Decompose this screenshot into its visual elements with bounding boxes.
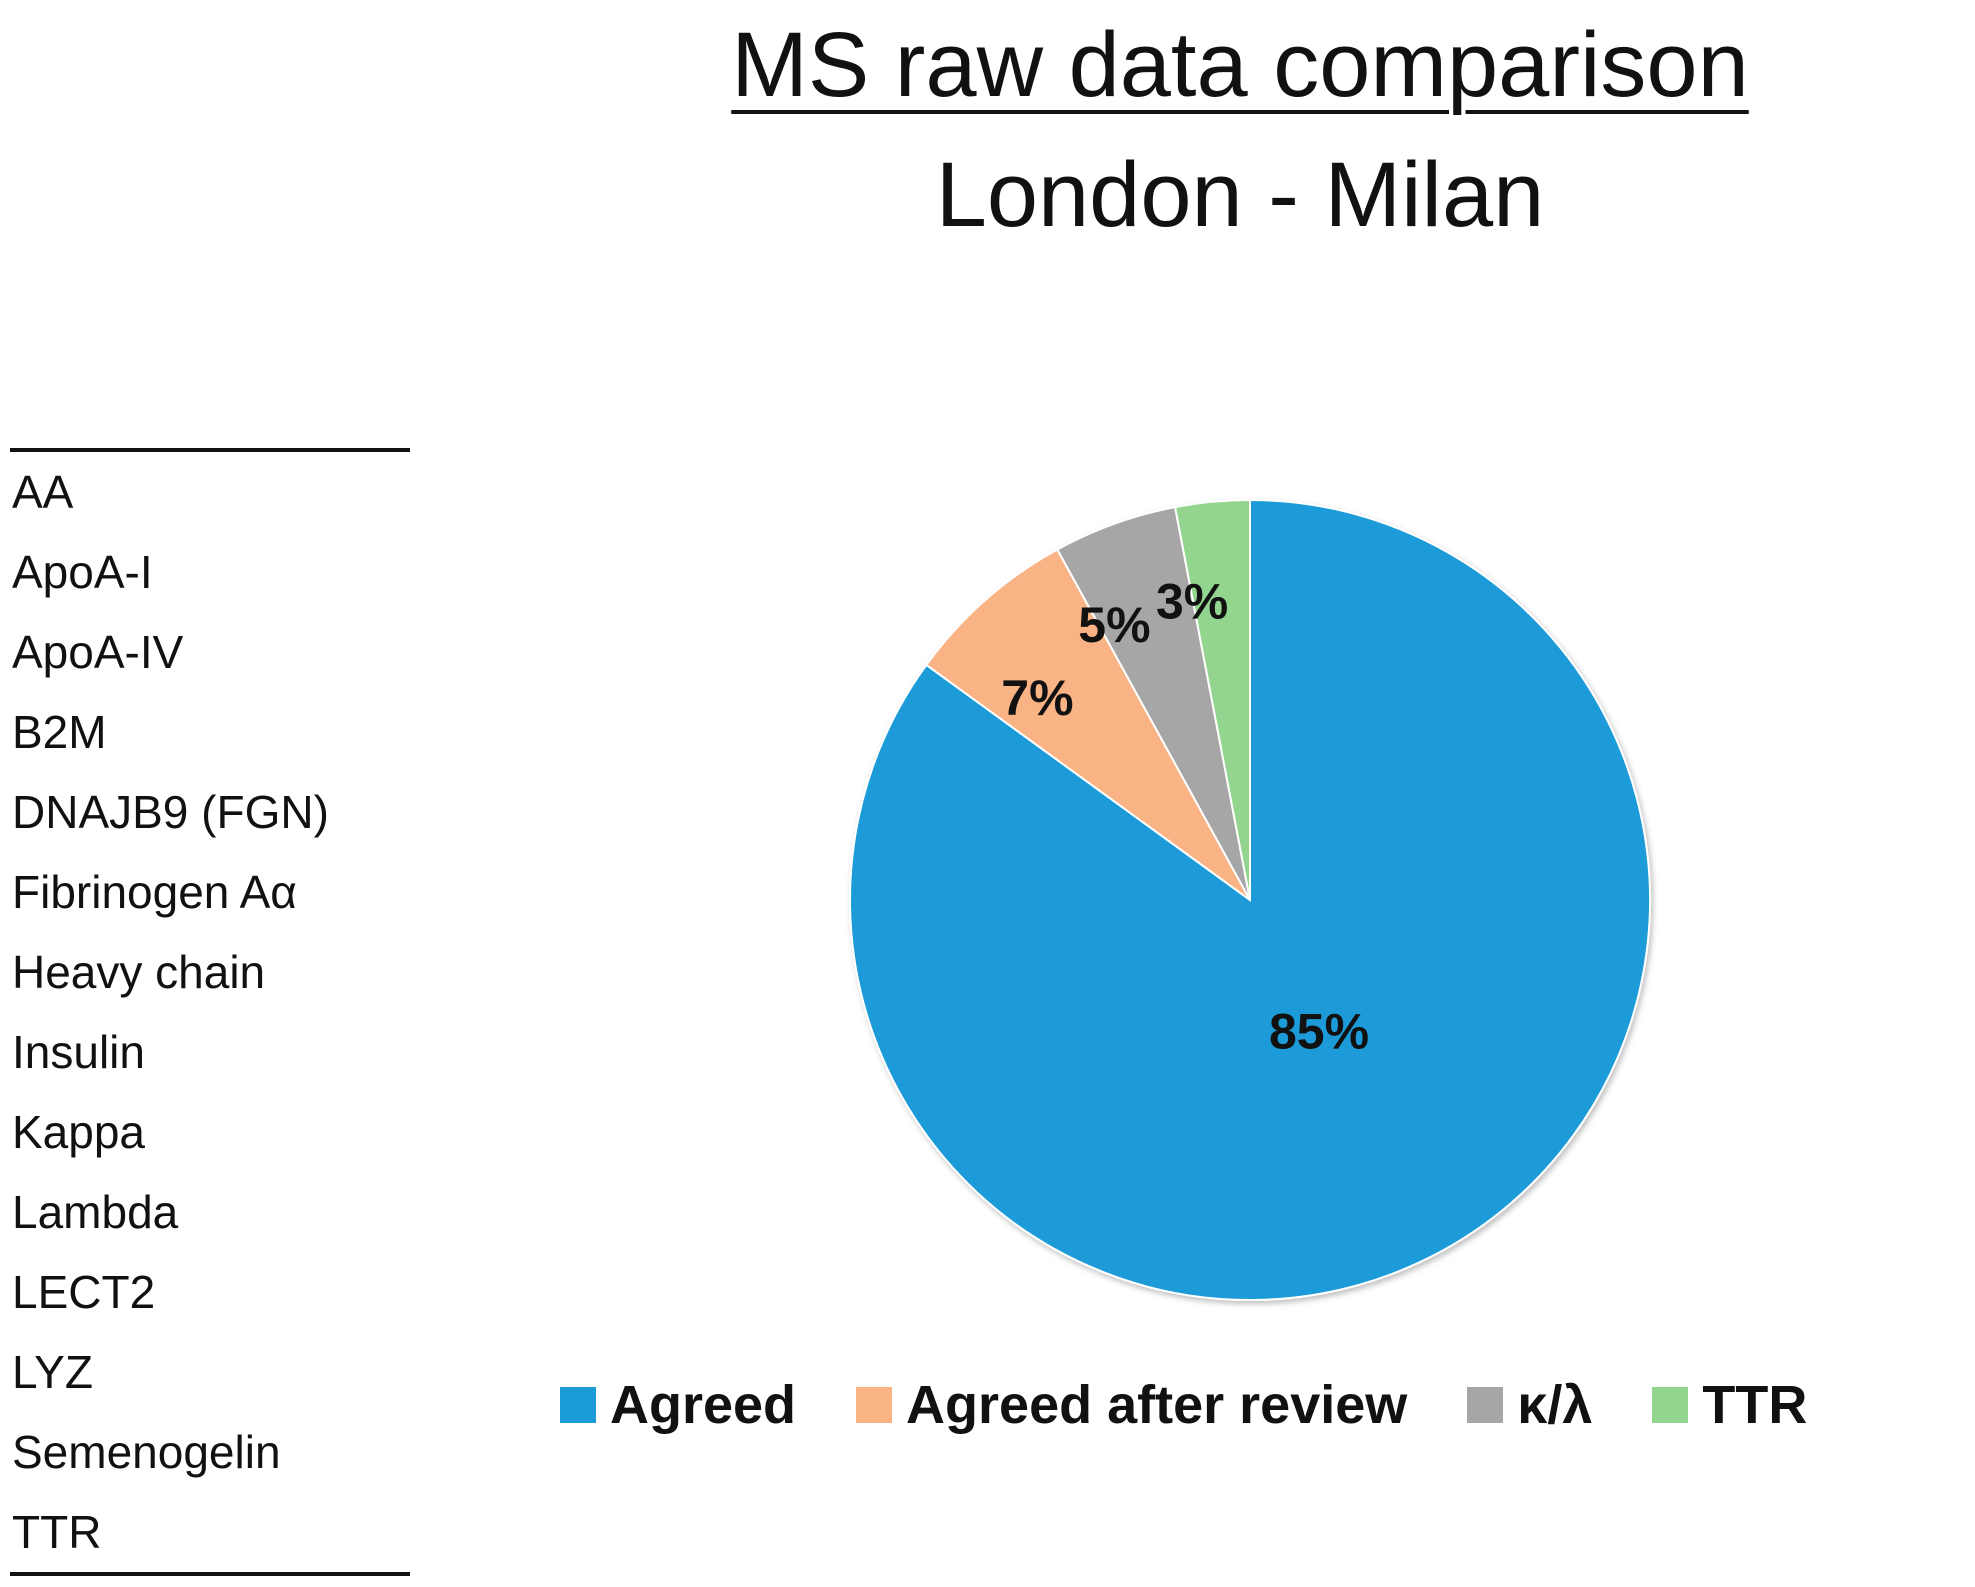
chart-title: MS raw data comparison: [731, 14, 1749, 116]
protein-table-item: B2M: [12, 706, 107, 758]
protein-table-item: TTR: [12, 1506, 102, 1558]
legend-label-3: κ/λ: [1517, 1375, 1593, 1435]
pie-slice-4: [1173, 498, 1251, 901]
legend-swatch-3: [1467, 1387, 1504, 1423]
pie-chart-area: 85% 7% 5% 3%: [840, 490, 1660, 1310]
protein-table-item: LYZ: [12, 1346, 93, 1398]
pie-slice-label-1: 85%: [1269, 1004, 1369, 1060]
chart-title-block: MS raw data comparison London - Milan: [620, 10, 1860, 250]
legend-swatch-1: [560, 1387, 596, 1423]
legend-label-1: Agreed: [610, 1375, 797, 1435]
pie-slice-label-4: 3%: [1156, 574, 1228, 630]
protein-table-item: Semenogelin: [12, 1426, 281, 1478]
pie-slice-label-2: 7%: [1001, 670, 1073, 726]
legend-label-2: Agreed after review: [906, 1375, 1408, 1435]
chart-subtitle: London - Milan: [935, 144, 1545, 246]
pie-slices: [849, 498, 1651, 1301]
legend-item-2: Agreed after review: [856, 1374, 1407, 1436]
pie-chart: 85% 7%5% 3%: [849, 498, 1651, 1301]
protein-table-item: Fibrinogen Aα: [12, 866, 297, 918]
protein-table-item: Lambda: [12, 1186, 179, 1238]
protein-table: AA ApoA-I ApoA-IV B2M DNAJB9 (FGN) Fibrinogen…: [10, 448, 410, 1576]
protein-table-item: Insulin: [12, 1026, 145, 1078]
table-bottom-rule: [10, 1572, 410, 1576]
pie-slice-2: [924, 548, 1251, 901]
table-top-rule: [10, 448, 410, 452]
protein-table-item: Kappa: [12, 1106, 146, 1158]
pie-labels: 85% 7%5% 3%: [1001, 574, 1369, 1060]
protein-table-item: LECT2: [12, 1266, 156, 1318]
chart-legend: Agreed Agreed after review κ/λ TTR: [560, 1365, 1970, 1445]
protein-table-item: Heavy chain: [12, 946, 266, 998]
legend-label-4: TTR: [1702, 1375, 1808, 1435]
protein-table-item: DNAJB9 (FGN): [12, 786, 329, 838]
protein-table-item: ApoA-IV: [12, 626, 184, 678]
protein-list: AA ApoA-I ApoA-IV B2M DNAJB9 (FGN) Fibrinogen…: [10, 452, 410, 1572]
legend-item-3: κ/λ: [1467, 1374, 1592, 1436]
protein-table-item: ApoA-I: [12, 546, 153, 598]
legend-swatch-4: [1652, 1387, 1689, 1423]
legend-item-1: Agreed: [560, 1374, 796, 1436]
legend-item-4: TTR: [1652, 1374, 1807, 1436]
pie-slice-label-3: 5%: [1078, 597, 1150, 653]
protein-table-item: AA: [12, 466, 74, 518]
legend-swatch-2: [856, 1387, 893, 1423]
